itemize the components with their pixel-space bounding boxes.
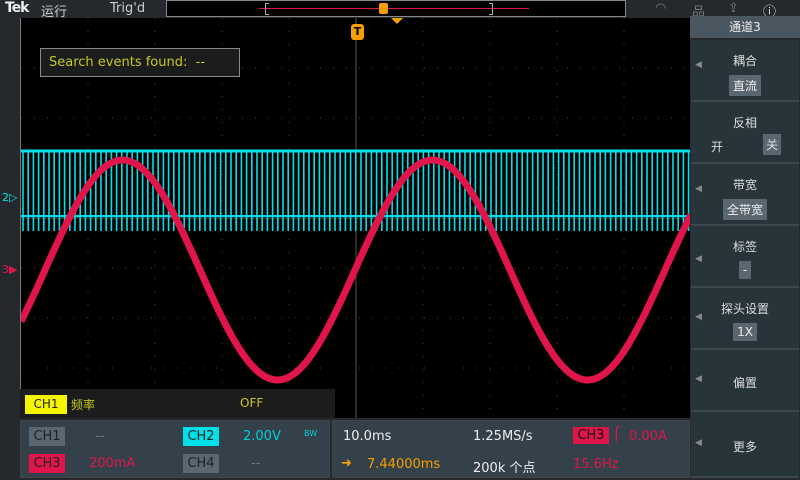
horizontal-scale: 10.0ms: [343, 429, 392, 444]
ch4-scale: --: [251, 456, 261, 471]
channel-settings: CH1 -- CH2 2.00V BW CH3 200mA CH4 --: [20, 420, 330, 478]
measurement-value: OFF: [240, 396, 264, 410]
arrow-left-icon: ◀: [695, 374, 702, 384]
horizontal-trigger-settings[interactable]: 10.0ms 1.25MS/s ➜ 7.44000ms 200k 个点 CH3 …: [332, 420, 690, 478]
search-value: --: [195, 55, 206, 70]
trigger-level: 0.00A: [629, 429, 667, 444]
label-value: -: [738, 261, 752, 279]
invert-button[interactable]: 反相 开 关: [691, 102, 799, 164]
label-button[interactable]: ◀ 标签 -: [691, 226, 799, 288]
horizontal-position-arrow-icon: ➜: [341, 456, 352, 471]
ch3-scale: 200mA: [89, 456, 136, 471]
record-overview[interactable]: [166, 0, 626, 17]
measurement-name: 频率: [71, 398, 96, 412]
ch4-button[interactable]: CH4: [183, 454, 219, 473]
trigger-state: Trig'd: [110, 1, 146, 16]
export-icon[interactable]: ⇪: [728, 1, 739, 16]
coupling-button[interactable]: ◀ 耦合 直流: [691, 40, 799, 102]
bandwidth-button[interactable]: ◀ 带宽 全带宽: [691, 164, 799, 226]
menu-title: 通道3: [690, 16, 800, 38]
measurement-bar[interactable]: CH1 频率 OFF: [20, 389, 335, 418]
trigger-frequency: 15.6Hz: [573, 457, 619, 472]
more-label: 更多: [732, 440, 757, 454]
trigger-t-marker[interactable]: T: [351, 24, 364, 40]
rising-edge-icon: ⌠: [613, 427, 620, 442]
coupling-label: 耦合: [732, 54, 757, 68]
probe-setup-value: 1X: [733, 323, 757, 341]
tek-logo: Tek: [5, 0, 29, 16]
arrow-left-icon: ◀: [695, 184, 702, 194]
run-state[interactable]: 运行: [41, 5, 68, 20]
ch3-waveform: [17, 156, 695, 384]
probe-setup-button[interactable]: ◀ 探头设置 1X: [691, 288, 799, 350]
arrow-left-icon: ◀: [695, 438, 702, 448]
probe-setup-label: 探头设置: [720, 302, 769, 316]
search-events-box: Search events found: --: [40, 48, 240, 77]
arrow-left-icon: ◀: [695, 312, 702, 322]
waveform-display[interactable]: [17, 18, 695, 418]
waveform-svg: [17, 18, 695, 418]
record-length: 200k 个点: [473, 461, 536, 476]
ch2-scale: 2.00V: [243, 429, 281, 444]
arrow-left-icon: ◀: [695, 254, 702, 264]
trigger-position-icon: [379, 3, 388, 14]
more-button[interactable]: ◀ 更多: [691, 412, 799, 478]
measurement-source: CH1: [25, 395, 67, 414]
offset-label: 偏置: [732, 376, 757, 390]
ch3-offset-marker[interactable]: 3▶: [2, 263, 18, 276]
search-label: Search events found:: [49, 55, 188, 70]
horizontal-position: 7.44000ms: [367, 457, 441, 472]
top-bar: Tek 运行 Trig'd ◠ 品 ⇪ ⓘ: [0, 0, 800, 20]
coupling-value: 直流: [728, 75, 761, 96]
bandwidth-label: 带宽: [732, 178, 757, 192]
invert-label: 反相: [732, 116, 757, 130]
ch1-button[interactable]: CH1: [29, 427, 65, 446]
ch1-scale: --: [95, 429, 105, 444]
bandwidth-value: 全带宽: [722, 199, 767, 220]
ch3-button[interactable]: CH3: [29, 454, 65, 473]
offset-button[interactable]: ◀ 偏置: [691, 350, 799, 412]
invert-on[interactable]: 开: [711, 140, 724, 154]
trigger-source: CH3: [573, 427, 609, 444]
wifi-icon[interactable]: ◠: [655, 1, 667, 16]
bandwidth-limit-badge: BW: [304, 429, 318, 438]
channel3-menu: 通道3 ◀ 耦合 直流 反相 开 关 ◀ 带宽 全带宽 ◀ 标签 - ◀ 探头设…: [690, 16, 800, 480]
trigger-position-arrow-icon: [391, 18, 403, 24]
arrow-left-icon: ◀: [695, 60, 702, 70]
invert-off[interactable]: 关: [763, 134, 782, 155]
ch2-offset-marker[interactable]: 2▷: [2, 191, 18, 204]
sample-rate: 1.25MS/s: [473, 429, 533, 444]
ch2-button[interactable]: CH2: [183, 427, 219, 446]
label-label: 标签: [732, 240, 757, 254]
